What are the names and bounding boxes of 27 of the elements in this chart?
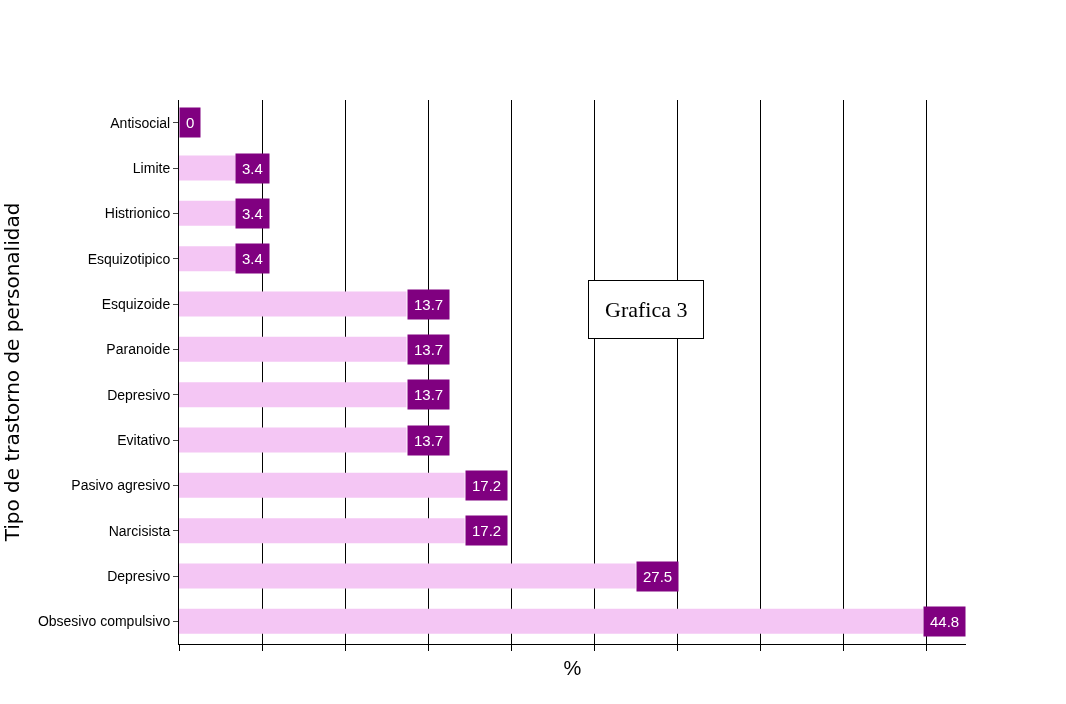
y-tick-label: Evitativo	[117, 431, 171, 448]
y-tick-label: Histrionico	[104, 205, 171, 222]
y-tick-label: Pasivo agresivo	[71, 477, 171, 494]
data-label: 13.7	[414, 432, 444, 449]
data-label: 17.2	[472, 522, 502, 539]
data-label: 0	[186, 114, 195, 131]
y-tick-label: Esquizoide	[101, 295, 171, 312]
annotation: Grafica 3	[605, 297, 688, 322]
data-label: 13.7	[414, 341, 444, 358]
y-tick-label: Depresivo	[107, 567, 171, 584]
data-label: 27.5	[643, 568, 673, 585]
y-tick-label: Antisocial	[110, 114, 171, 131]
y-tick-label: Esquizotipico	[87, 250, 171, 267]
x-axis-title: %	[563, 656, 582, 679]
data-label: 17.2	[472, 477, 502, 494]
data-label: 3.4	[242, 250, 263, 267]
y-tick-label: Limite	[132, 159, 171, 176]
data-label: 3.4	[242, 160, 263, 177]
y-tick-label: Narcisista	[108, 522, 171, 539]
data-label: 13.7	[414, 296, 444, 313]
y-axis-title: Tipo de trastorno de personalidad	[0, 202, 25, 543]
y-tick-label: Paranoide	[106, 341, 171, 358]
data-label: 13.7	[414, 386, 444, 403]
data-label: 3.4	[242, 205, 263, 222]
y-tick-label: Depresivo	[107, 386, 171, 403]
y-tick-label: Obsesivo compulsivo	[37, 613, 171, 630]
data-label: 44.8	[930, 613, 960, 630]
